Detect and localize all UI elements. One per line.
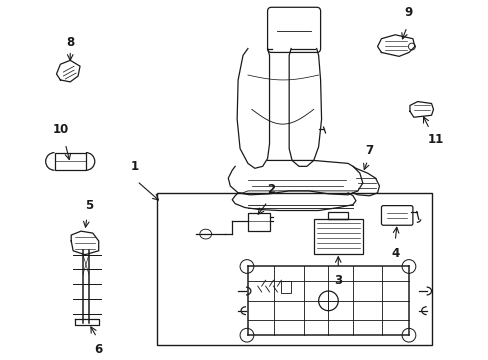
Bar [54, 153, 86, 170]
Bar [313, 219, 362, 254]
Bar [328, 212, 347, 219]
Text: 9: 9 [404, 6, 412, 19]
Bar [247, 213, 269, 231]
Text: 1: 1 [131, 160, 139, 173]
Text: 8: 8 [66, 36, 74, 49]
Text: 7: 7 [365, 144, 373, 157]
Text: 3: 3 [333, 274, 342, 287]
Bar [156, 193, 430, 345]
Text: 11: 11 [427, 133, 443, 146]
Text: 2: 2 [267, 183, 275, 196]
Text: 4: 4 [390, 247, 399, 260]
Text: 10: 10 [52, 123, 68, 136]
Text: 5: 5 [84, 198, 93, 212]
Text: 6: 6 [94, 343, 102, 356]
Bar [281, 281, 290, 293]
